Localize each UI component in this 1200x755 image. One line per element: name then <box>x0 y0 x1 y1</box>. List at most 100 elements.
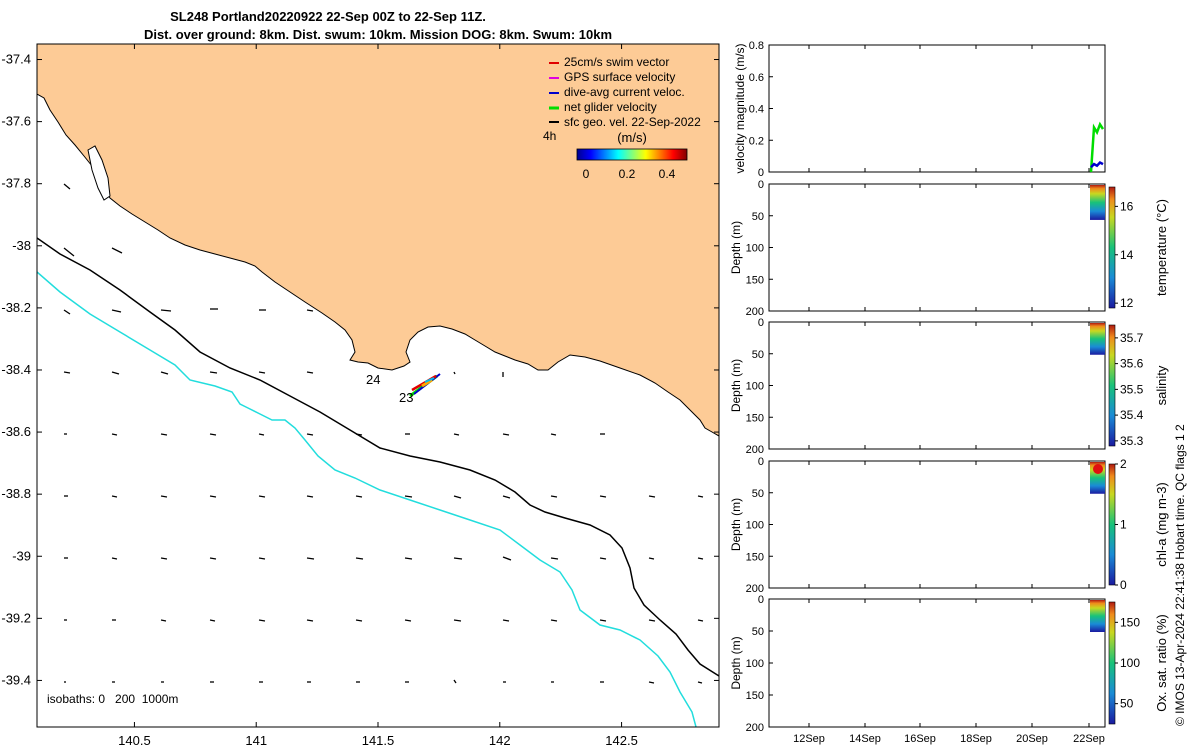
colorbar-tick: 0 <box>583 167 590 181</box>
arrow <box>404 557 413 560</box>
map-legend: 25cm/s swim vector GPS surface velocity … <box>543 55 701 181</box>
depth-ytick-label: 200 <box>746 444 764 456</box>
arrow <box>111 433 118 436</box>
map-panel: 24 23 25cm/s swim vector GPS surface vel… <box>1 43 720 748</box>
arrow <box>63 371 71 374</box>
arrow <box>697 619 704 622</box>
glider-track: 24 23 <box>366 372 441 405</box>
velocity-panel-frame <box>768 44 1106 173</box>
speed-colorbar <box>576 148 688 161</box>
arrow <box>599 557 607 560</box>
map-ytick-label: -38 <box>12 238 31 253</box>
arrow <box>453 557 463 560</box>
land-mass <box>37 44 719 437</box>
map-xtick-label: 142.5 <box>605 733 638 748</box>
arrow <box>599 495 607 498</box>
arrow <box>648 619 656 622</box>
arrow <box>209 371 218 374</box>
depth-ytick-label: 50 <box>752 211 764 223</box>
arrow <box>550 619 558 622</box>
track-label-24: 24 <box>366 372 380 387</box>
depth-ytick-label: 0 <box>758 179 764 191</box>
velocity-series-line <box>1090 160 1104 169</box>
map-ytick-label: -37.6 <box>1 114 31 129</box>
depth-ytick-label: 200 <box>746 722 764 734</box>
legend-time-label: 4h <box>543 129 556 143</box>
depth-ytick-label: 0 <box>758 594 764 606</box>
arrow <box>648 557 655 560</box>
colorbar-label: temperature (°C) <box>1154 199 1169 296</box>
velocity-ylabel: velocity magnitude (m/s) <box>733 43 747 173</box>
map-xtick-label: 140.5 <box>118 733 151 748</box>
colorbar-tick-label: 35.5 <box>1120 382 1144 396</box>
depth-ytick-label: 50 <box>752 349 764 361</box>
section-colorbar <box>1108 463 1116 586</box>
section-panel-frame <box>768 460 1106 589</box>
colorbar-label: chl-a (mg m-3) <box>1154 482 1169 567</box>
arrow <box>453 433 460 436</box>
coastal-lake <box>87 145 111 201</box>
arrow <box>258 619 266 622</box>
sfc-velocity-arrows <box>63 183 704 684</box>
arrow <box>160 309 172 312</box>
time-tick-label: 22Sep <box>1073 733 1105 745</box>
section-data-patch <box>1090 323 1105 355</box>
section-panel-frame <box>768 598 1106 728</box>
arrow <box>502 619 510 622</box>
section-data-patch <box>1090 600 1105 632</box>
depth-ylabel: Depth (m) <box>729 498 743 551</box>
section-colorbar <box>1108 601 1116 725</box>
arrow <box>111 495 118 498</box>
section-colorbar <box>1108 186 1116 309</box>
map-ytick-label: -39.2 <box>1 610 31 625</box>
map-xtick-label: 142 <box>489 733 511 748</box>
arrow <box>258 371 266 374</box>
arrow <box>599 619 607 622</box>
arrow <box>160 495 168 498</box>
arrow <box>306 309 314 312</box>
arrow <box>111 247 123 254</box>
colorbar-title: (m/s) <box>617 130 647 145</box>
track-color-segments <box>421 378 433 388</box>
depth-ytick-label: 150 <box>746 274 764 286</box>
colorbar-label: Ox. sat. ratio (%) <box>1154 614 1169 712</box>
map-ytick-label: -38.6 <box>1 424 31 439</box>
arrow <box>63 183 71 190</box>
arrow <box>160 371 169 375</box>
arrow <box>160 619 167 622</box>
arrow <box>209 619 216 622</box>
arrow <box>306 371 314 374</box>
arrow <box>258 557 266 560</box>
legend-label: net glider velocity <box>564 100 657 114</box>
arrow <box>697 681 703 684</box>
map-xtick-label: 141.5 <box>362 733 395 748</box>
colorbar-label: salinity <box>1154 365 1169 405</box>
arrow <box>648 681 655 684</box>
arrow <box>550 433 557 436</box>
time-tick-label: 20Sep <box>1016 733 1048 745</box>
time-tick-label: 12Sep <box>793 733 825 745</box>
title-line-1: SL248 Portland20220922 22-Sep 00Z to 22-… <box>170 9 486 24</box>
arrow <box>209 433 217 436</box>
colorbar-tick-label: 12 <box>1120 296 1134 310</box>
map-ytick-label: -38.4 <box>1 362 31 377</box>
arrow <box>453 371 456 375</box>
colorbar-tick-label: 100 <box>1120 656 1140 670</box>
legend-label: dive-avg current veloc. <box>564 85 685 99</box>
arrow <box>111 557 118 560</box>
chl-maximum-patch <box>1093 464 1103 474</box>
isobath-200m <box>37 237 719 677</box>
arrow <box>453 619 462 622</box>
depth-ytick-label: 150 <box>746 412 764 424</box>
colorbar-tick: 0.4 <box>659 167 676 181</box>
arrow <box>355 557 364 560</box>
arrow <box>306 557 315 560</box>
arrow <box>355 495 363 498</box>
depth-ytick-label: 200 <box>746 306 764 318</box>
arrow <box>63 309 71 315</box>
velocity-ytick-label: 0.2 <box>749 135 764 147</box>
depth-ytick-label: 150 <box>746 551 764 563</box>
arrow <box>502 433 510 436</box>
depth-ylabel: Depth (m) <box>729 359 743 412</box>
arrow <box>550 557 559 560</box>
